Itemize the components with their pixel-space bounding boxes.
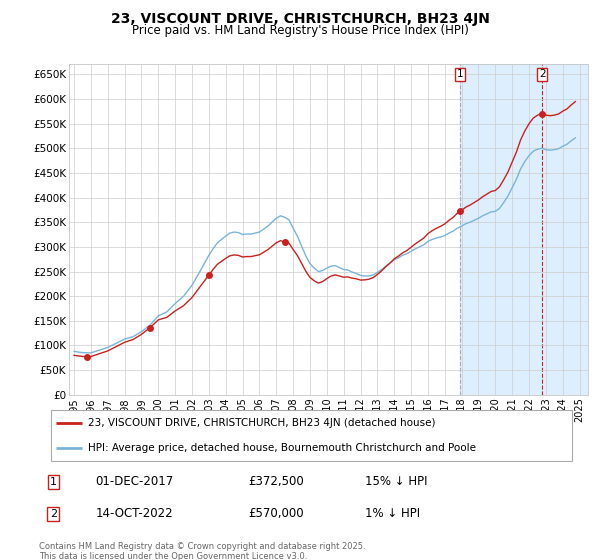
Text: 01-DEC-2017: 01-DEC-2017 (95, 475, 174, 488)
Text: 15% ↓ HPI: 15% ↓ HPI (365, 475, 427, 488)
Text: 2: 2 (50, 509, 57, 519)
Bar (460, 64, 588, 395)
Text: 1% ↓ HPI: 1% ↓ HPI (365, 507, 420, 520)
Text: Price paid vs. HM Land Registry's House Price Index (HPI): Price paid vs. HM Land Registry's House … (131, 24, 469, 37)
Text: £570,000: £570,000 (248, 507, 304, 520)
Text: HPI: Average price, detached house, Bournemouth Christchurch and Poole: HPI: Average price, detached house, Bour… (88, 442, 476, 452)
Text: 1: 1 (50, 477, 57, 487)
Text: 14-OCT-2022: 14-OCT-2022 (95, 507, 173, 520)
Text: 2: 2 (539, 69, 545, 80)
Text: 23, VISCOUNT DRIVE, CHRISTCHURCH, BH23 4JN: 23, VISCOUNT DRIVE, CHRISTCHURCH, BH23 4… (110, 12, 490, 26)
Text: 23, VISCOUNT DRIVE, CHRISTCHURCH, BH23 4JN (detached house): 23, VISCOUNT DRIVE, CHRISTCHURCH, BH23 4… (88, 418, 435, 428)
Text: Contains HM Land Registry data © Crown copyright and database right 2025.
This d: Contains HM Land Registry data © Crown c… (39, 542, 365, 560)
Text: £372,500: £372,500 (248, 475, 304, 488)
Text: 1: 1 (457, 69, 464, 80)
